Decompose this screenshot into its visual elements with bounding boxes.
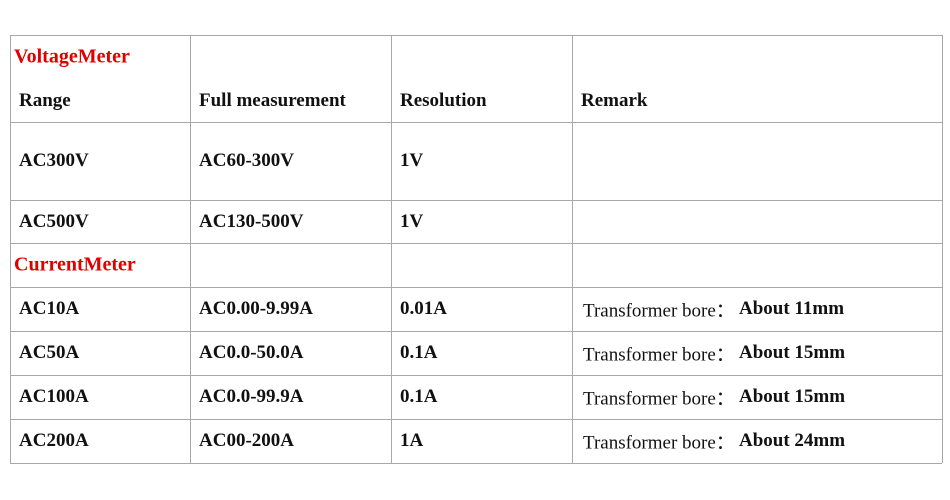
remark-label: Transformer bore：: [583, 432, 735, 454]
cell-text: AC0.0-99.9A: [199, 386, 304, 407]
row-line: [10, 122, 942, 123]
cell-text: AC500V: [19, 210, 89, 232]
cell-text: Resolution: [400, 89, 487, 111]
row-line: [10, 243, 942, 244]
remark-label: Transformer bore：: [583, 300, 735, 322]
cell-text: 1V: [400, 210, 424, 232]
cell-text: Range: [19, 89, 71, 111]
row-line: [10, 331, 942, 332]
remark-value: About 15mm: [739, 386, 846, 407]
cell-text: 1V: [400, 150, 424, 171]
cell-text: 0.1A: [400, 386, 438, 407]
row-line: [10, 463, 942, 464]
cell-text: AC50A: [19, 342, 80, 363]
row-line: [10, 375, 942, 376]
cell-text: AC60-300V: [199, 150, 294, 171]
cell-text: AC0.0-50.0A: [199, 342, 304, 363]
column-line: [190, 35, 191, 463]
cell-text: AC10A: [19, 298, 80, 319]
cell-text: AC200A: [19, 430, 89, 451]
remark-value: About 15mm: [739, 342, 846, 363]
row-line: [10, 35, 942, 36]
cell-text: AC00-200A: [199, 430, 294, 451]
cell-text: AC100A: [19, 386, 89, 407]
column-line: [10, 35, 11, 463]
row-line: [10, 419, 942, 420]
row-line: [10, 200, 942, 201]
remark-value: About 24mm: [739, 430, 846, 451]
cell-text: Remark: [581, 89, 648, 111]
cell-text: Full measurement: [199, 89, 346, 111]
cell-text: 1A: [400, 430, 424, 451]
remark-value: About 11mm: [739, 298, 845, 319]
section-title: VoltageMeter: [14, 45, 130, 68]
cell-text: 0.1A: [400, 342, 438, 363]
cell-text: AC0.00-9.99A: [199, 298, 313, 319]
remark-label: Transformer bore：: [583, 388, 735, 410]
remark-label: Transformer bore：: [583, 344, 735, 366]
cell-text: 0.01A: [400, 298, 447, 319]
column-line: [942, 35, 943, 463]
section-title: CurrentMeter: [14, 253, 136, 276]
column-line: [391, 35, 392, 463]
cell-text: AC300V: [19, 150, 89, 171]
row-line: [10, 287, 942, 288]
column-line: [572, 35, 573, 463]
cell-text: AC130-500V: [199, 210, 304, 232]
